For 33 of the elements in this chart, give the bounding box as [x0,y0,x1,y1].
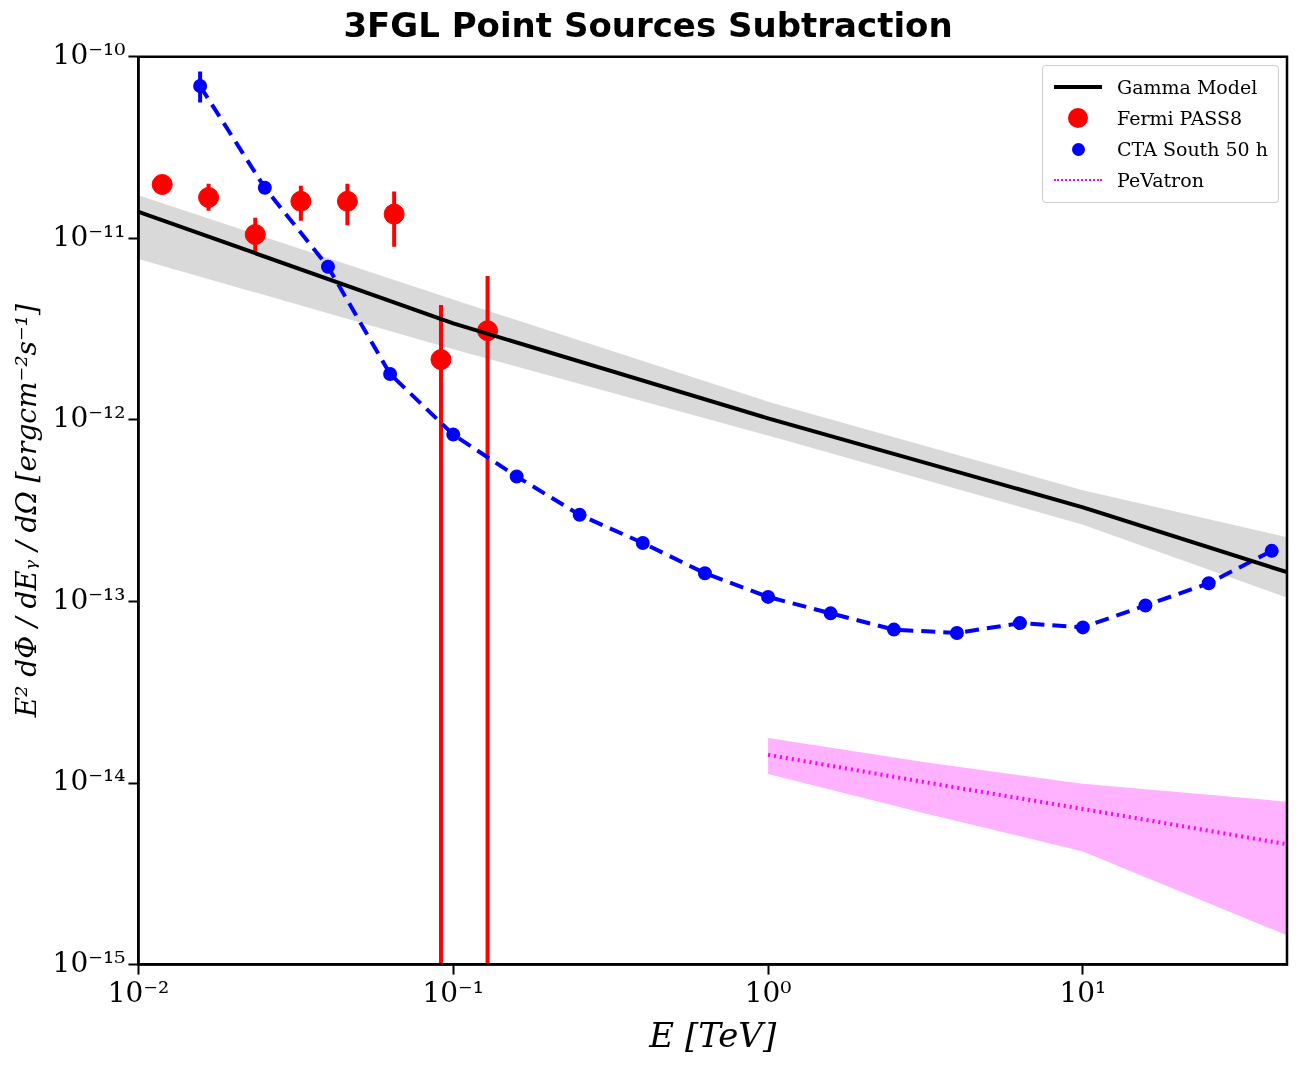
point [949,626,964,641]
point [886,622,901,637]
legend-label: Fermi PASS8 [1117,107,1243,130]
x-axis-title: E [TeV] [648,1015,777,1056]
x-tick-label: 10⁻¹ [422,975,485,1009]
point [1075,620,1090,635]
legend-label: Gamma Model [1117,76,1258,99]
point [193,79,208,94]
legend-label: CTA South 50 h [1117,138,1268,161]
x-tick-label: 10⁰ [744,975,792,1009]
point [761,589,776,604]
legend-label: PeVatron [1117,169,1204,192]
point [320,259,335,274]
point [1012,616,1027,631]
point [446,427,461,442]
point [1201,576,1216,591]
point [572,507,587,522]
point [1264,543,1279,558]
y-axis-title: E² dΦ / dEᵧ / dΩ [ergcm⁻²s⁻¹] [10,304,44,719]
point [1138,598,1153,613]
y-tick-label: 10⁻¹² [52,401,126,435]
point [383,367,398,382]
point [823,606,838,621]
y-tick-label: 10⁻¹⁴ [52,764,126,798]
x-tick-label: 10¹ [1059,975,1107,1009]
chart-title: 3FGL Point Sources Subtraction [343,5,953,46]
point [635,535,650,550]
y-tick-label: 10⁻¹¹ [52,219,126,253]
y-tick-label: 10⁻¹³ [52,582,126,616]
point [509,469,524,484]
point [697,566,712,581]
y-tick-label: 10⁻¹⁰ [52,38,126,72]
point [257,180,272,195]
